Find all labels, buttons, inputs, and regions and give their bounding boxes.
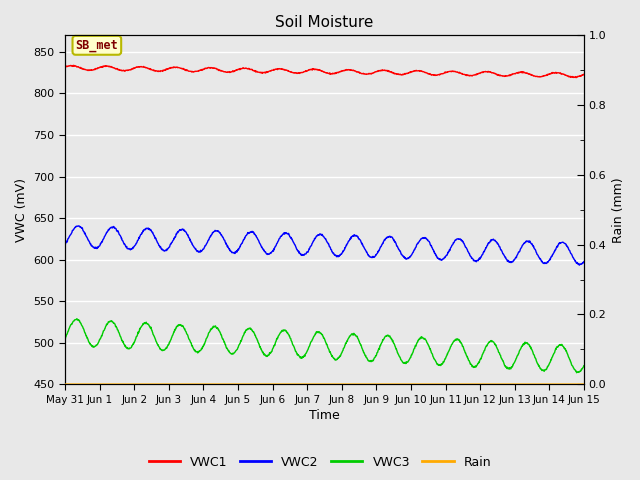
VWC3 [235, 342, 243, 348]
VWC2 [164, 245, 172, 251]
Rain [235, 381, 243, 387]
VWC3 [164, 342, 172, 348]
VWC3 [518, 342, 526, 348]
Title: Soil Moisture: Soil Moisture [275, 15, 374, 30]
VWC2 [518, 242, 526, 248]
VWC3 [73, 316, 81, 322]
Y-axis label: VWC (mV): VWC (mV) [15, 178, 28, 242]
VWC1 [177, 65, 185, 71]
X-axis label: Time: Time [309, 409, 340, 422]
Rain [164, 381, 172, 387]
VWC3 [61, 336, 69, 341]
VWC3 [580, 363, 588, 369]
VWC1 [473, 71, 481, 77]
Line: VWC2: VWC2 [65, 226, 584, 265]
Line: VWC1: VWC1 [65, 65, 584, 78]
VWC2 [75, 223, 83, 229]
VWC1 [164, 66, 172, 72]
VWC1 [572, 75, 580, 81]
VWC1 [70, 62, 77, 68]
Y-axis label: Rain (mm): Rain (mm) [612, 177, 625, 242]
Rain [518, 381, 526, 387]
Rain [472, 381, 480, 387]
Rain [580, 381, 588, 387]
VWC2 [473, 258, 481, 264]
Line: VWC3: VWC3 [65, 319, 584, 372]
VWC3 [405, 357, 413, 363]
VWC3 [573, 370, 580, 375]
VWC1 [61, 64, 69, 70]
VWC1 [405, 70, 413, 75]
VWC1 [518, 69, 526, 75]
VWC2 [177, 227, 185, 232]
Rain [61, 381, 69, 387]
VWC1 [580, 72, 588, 77]
VWC1 [235, 67, 243, 72]
VWC2 [405, 255, 413, 261]
Legend: VWC1, VWC2, VWC3, Rain: VWC1, VWC2, VWC3, Rain [144, 451, 496, 474]
Rain [404, 381, 412, 387]
VWC2 [235, 246, 243, 252]
VWC3 [177, 322, 185, 327]
VWC2 [580, 259, 588, 264]
Text: SB_met: SB_met [76, 39, 118, 52]
VWC2 [61, 241, 69, 247]
Rain [177, 381, 184, 387]
VWC3 [473, 363, 481, 369]
VWC2 [575, 262, 583, 268]
